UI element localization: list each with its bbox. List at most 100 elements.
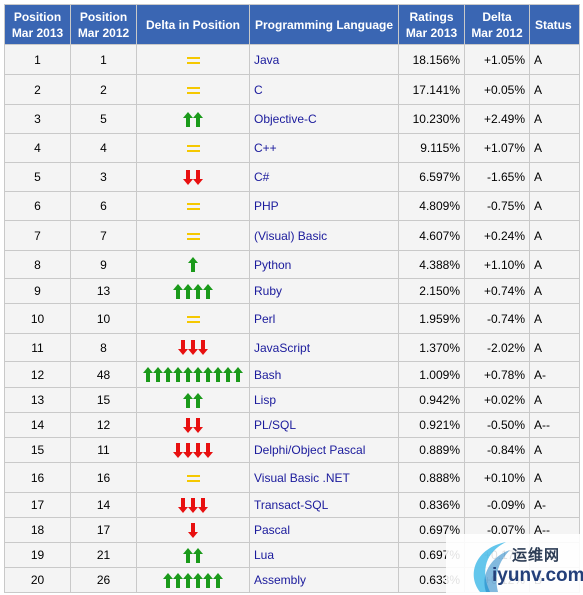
delta-rating-cell: -0.84% bbox=[464, 437, 530, 463]
arrow-down-icon bbox=[178, 340, 188, 355]
arrow-down-icon bbox=[188, 522, 198, 538]
down-arrows bbox=[178, 340, 208, 355]
header-delta-position: Delta in Position bbox=[136, 4, 250, 45]
delta-position-cell bbox=[136, 44, 250, 75]
header-position-2013-line1: Position bbox=[13, 9, 62, 24]
position-2013-cell: 8 bbox=[4, 250, 71, 279]
delta-rating-cell: -0.50% bbox=[464, 412, 530, 438]
position-2013-cell: 1 bbox=[4, 44, 71, 75]
language-name-cell: Java bbox=[249, 44, 399, 75]
language-name-cell: Visual Basic .NET bbox=[249, 462, 399, 493]
arrow-up-icon bbox=[143, 367, 153, 382]
position-2012-cell: 17 bbox=[70, 517, 137, 543]
delta-rating-cell: +1.07% bbox=[464, 133, 530, 163]
arrow-down-icon bbox=[183, 169, 193, 185]
up-arrows bbox=[183, 547, 203, 563]
header-ratings-line2: Mar 2013 bbox=[405, 25, 458, 40]
rating-cell: 2.150% bbox=[398, 278, 465, 304]
position-2013-cell: 5 bbox=[4, 162, 71, 192]
language-name-cell: Objective-C bbox=[249, 104, 399, 134]
delta-rating-cell: -0.74% bbox=[464, 303, 530, 334]
table-row: 10 10 Perl 1.959% -0.74% A bbox=[4, 303, 580, 334]
watermark: 运维网 iyunv.com bbox=[446, 534, 583, 595]
rating-cell: 0.836% bbox=[398, 492, 465, 518]
delta-rating-cell: +1.05% bbox=[464, 44, 530, 75]
position-2013-cell: 12 bbox=[4, 361, 71, 388]
table-row: 4 4 C++ 9.115% +1.07% A bbox=[4, 133, 580, 163]
arrow-up-icon bbox=[233, 367, 243, 382]
down-arrows bbox=[183, 169, 203, 185]
equal-icon bbox=[186, 56, 200, 64]
arrow-down-icon bbox=[198, 340, 208, 355]
arrow-up-icon bbox=[203, 283, 213, 299]
delta-position-cell bbox=[136, 567, 250, 593]
language-name-cell: Perl bbox=[249, 303, 399, 334]
position-2013-cell: 6 bbox=[4, 191, 71, 221]
arrow-up-icon bbox=[153, 367, 163, 382]
status-cell: A bbox=[529, 303, 580, 334]
status-cell: A bbox=[529, 437, 580, 463]
position-2013-cell: 14 bbox=[4, 412, 71, 438]
delta-position-cell bbox=[136, 278, 250, 304]
language-name-cell: Transact-SQL bbox=[249, 492, 399, 518]
arrow-up-icon bbox=[163, 572, 173, 588]
arrow-down-icon bbox=[188, 497, 198, 513]
position-2013-cell: 16 bbox=[4, 462, 71, 493]
arrow-up-icon bbox=[193, 283, 203, 299]
arrow-up-icon bbox=[193, 392, 203, 408]
position-2012-cell: 4 bbox=[70, 133, 137, 163]
rating-cell: 0.889% bbox=[398, 437, 465, 463]
position-2013-cell: 20 bbox=[4, 567, 71, 593]
arrow-up-icon bbox=[193, 367, 203, 382]
position-2013-cell: 19 bbox=[4, 542, 71, 568]
position-2012-cell: 8 bbox=[70, 333, 137, 362]
arrow-up-icon bbox=[173, 367, 183, 382]
delta-rating-cell: +0.24% bbox=[464, 220, 530, 251]
position-2012-cell: 1 bbox=[70, 44, 137, 75]
rating-cell: 18.156% bbox=[398, 44, 465, 75]
delta-position-cell bbox=[136, 387, 250, 413]
arrow-up-icon bbox=[183, 392, 193, 408]
equal-icon bbox=[186, 203, 200, 211]
language-name-cell: Ruby bbox=[249, 278, 399, 304]
delta-rating-cell: +0.10% bbox=[464, 462, 530, 493]
position-2012-cell: 11 bbox=[70, 437, 137, 463]
table-row: 11 8 JavaScript 1.370% -2.02% A bbox=[4, 333, 580, 362]
table-row: 2 2 C 17.141% +0.05% A bbox=[4, 74, 580, 105]
language-name-cell: Pascal bbox=[249, 517, 399, 543]
arrow-down-icon bbox=[198, 497, 208, 513]
rating-cell: 4.607% bbox=[398, 220, 465, 251]
tiobe-index-table: Position Mar 2013 Position Mar 2012 Delt… bbox=[4, 4, 580, 593]
table-row: 18 17 Pascal 0.697% -0.07% A-- bbox=[4, 517, 580, 543]
table-header-row: Position Mar 2013 Position Mar 2012 Delt… bbox=[4, 4, 580, 45]
position-2012-cell: 6 bbox=[70, 191, 137, 221]
delta-position-cell bbox=[136, 462, 250, 493]
delta-position-cell bbox=[136, 250, 250, 279]
header-delta-line1: Delta bbox=[482, 9, 512, 24]
up-arrows bbox=[183, 111, 203, 127]
status-cell: A bbox=[529, 462, 580, 493]
delta-position-cell bbox=[136, 104, 250, 134]
delta-rating-cell: +0.74% bbox=[464, 278, 530, 304]
language-name-cell: PHP bbox=[249, 191, 399, 221]
table-row: 6 6 PHP 4.809% -0.75% A bbox=[4, 191, 580, 221]
status-cell: A- bbox=[529, 492, 580, 518]
position-2013-cell: 2 bbox=[4, 74, 71, 105]
position-2012-cell: 14 bbox=[70, 492, 137, 518]
delta-position-cell bbox=[136, 361, 250, 388]
position-2013-cell: 15 bbox=[4, 437, 71, 463]
header-position-2013-line2: Mar 2013 bbox=[11, 25, 64, 40]
header-ratings: Ratings Mar 2013 bbox=[398, 4, 465, 45]
language-name-cell: C++ bbox=[249, 133, 399, 163]
status-cell: A bbox=[529, 220, 580, 251]
rating-cell: 1.370% bbox=[398, 333, 465, 362]
status-cell: A bbox=[529, 44, 580, 75]
header-delta-line2: Mar 2012 bbox=[471, 25, 523, 40]
down-arrows bbox=[188, 522, 198, 538]
arrow-up-icon bbox=[223, 367, 233, 382]
position-2012-cell: 5 bbox=[70, 104, 137, 134]
delta-position-cell bbox=[136, 542, 250, 568]
up-arrows bbox=[183, 392, 203, 408]
header-position-2013: Position Mar 2013 bbox=[4, 4, 71, 45]
down-arrows bbox=[178, 497, 208, 513]
